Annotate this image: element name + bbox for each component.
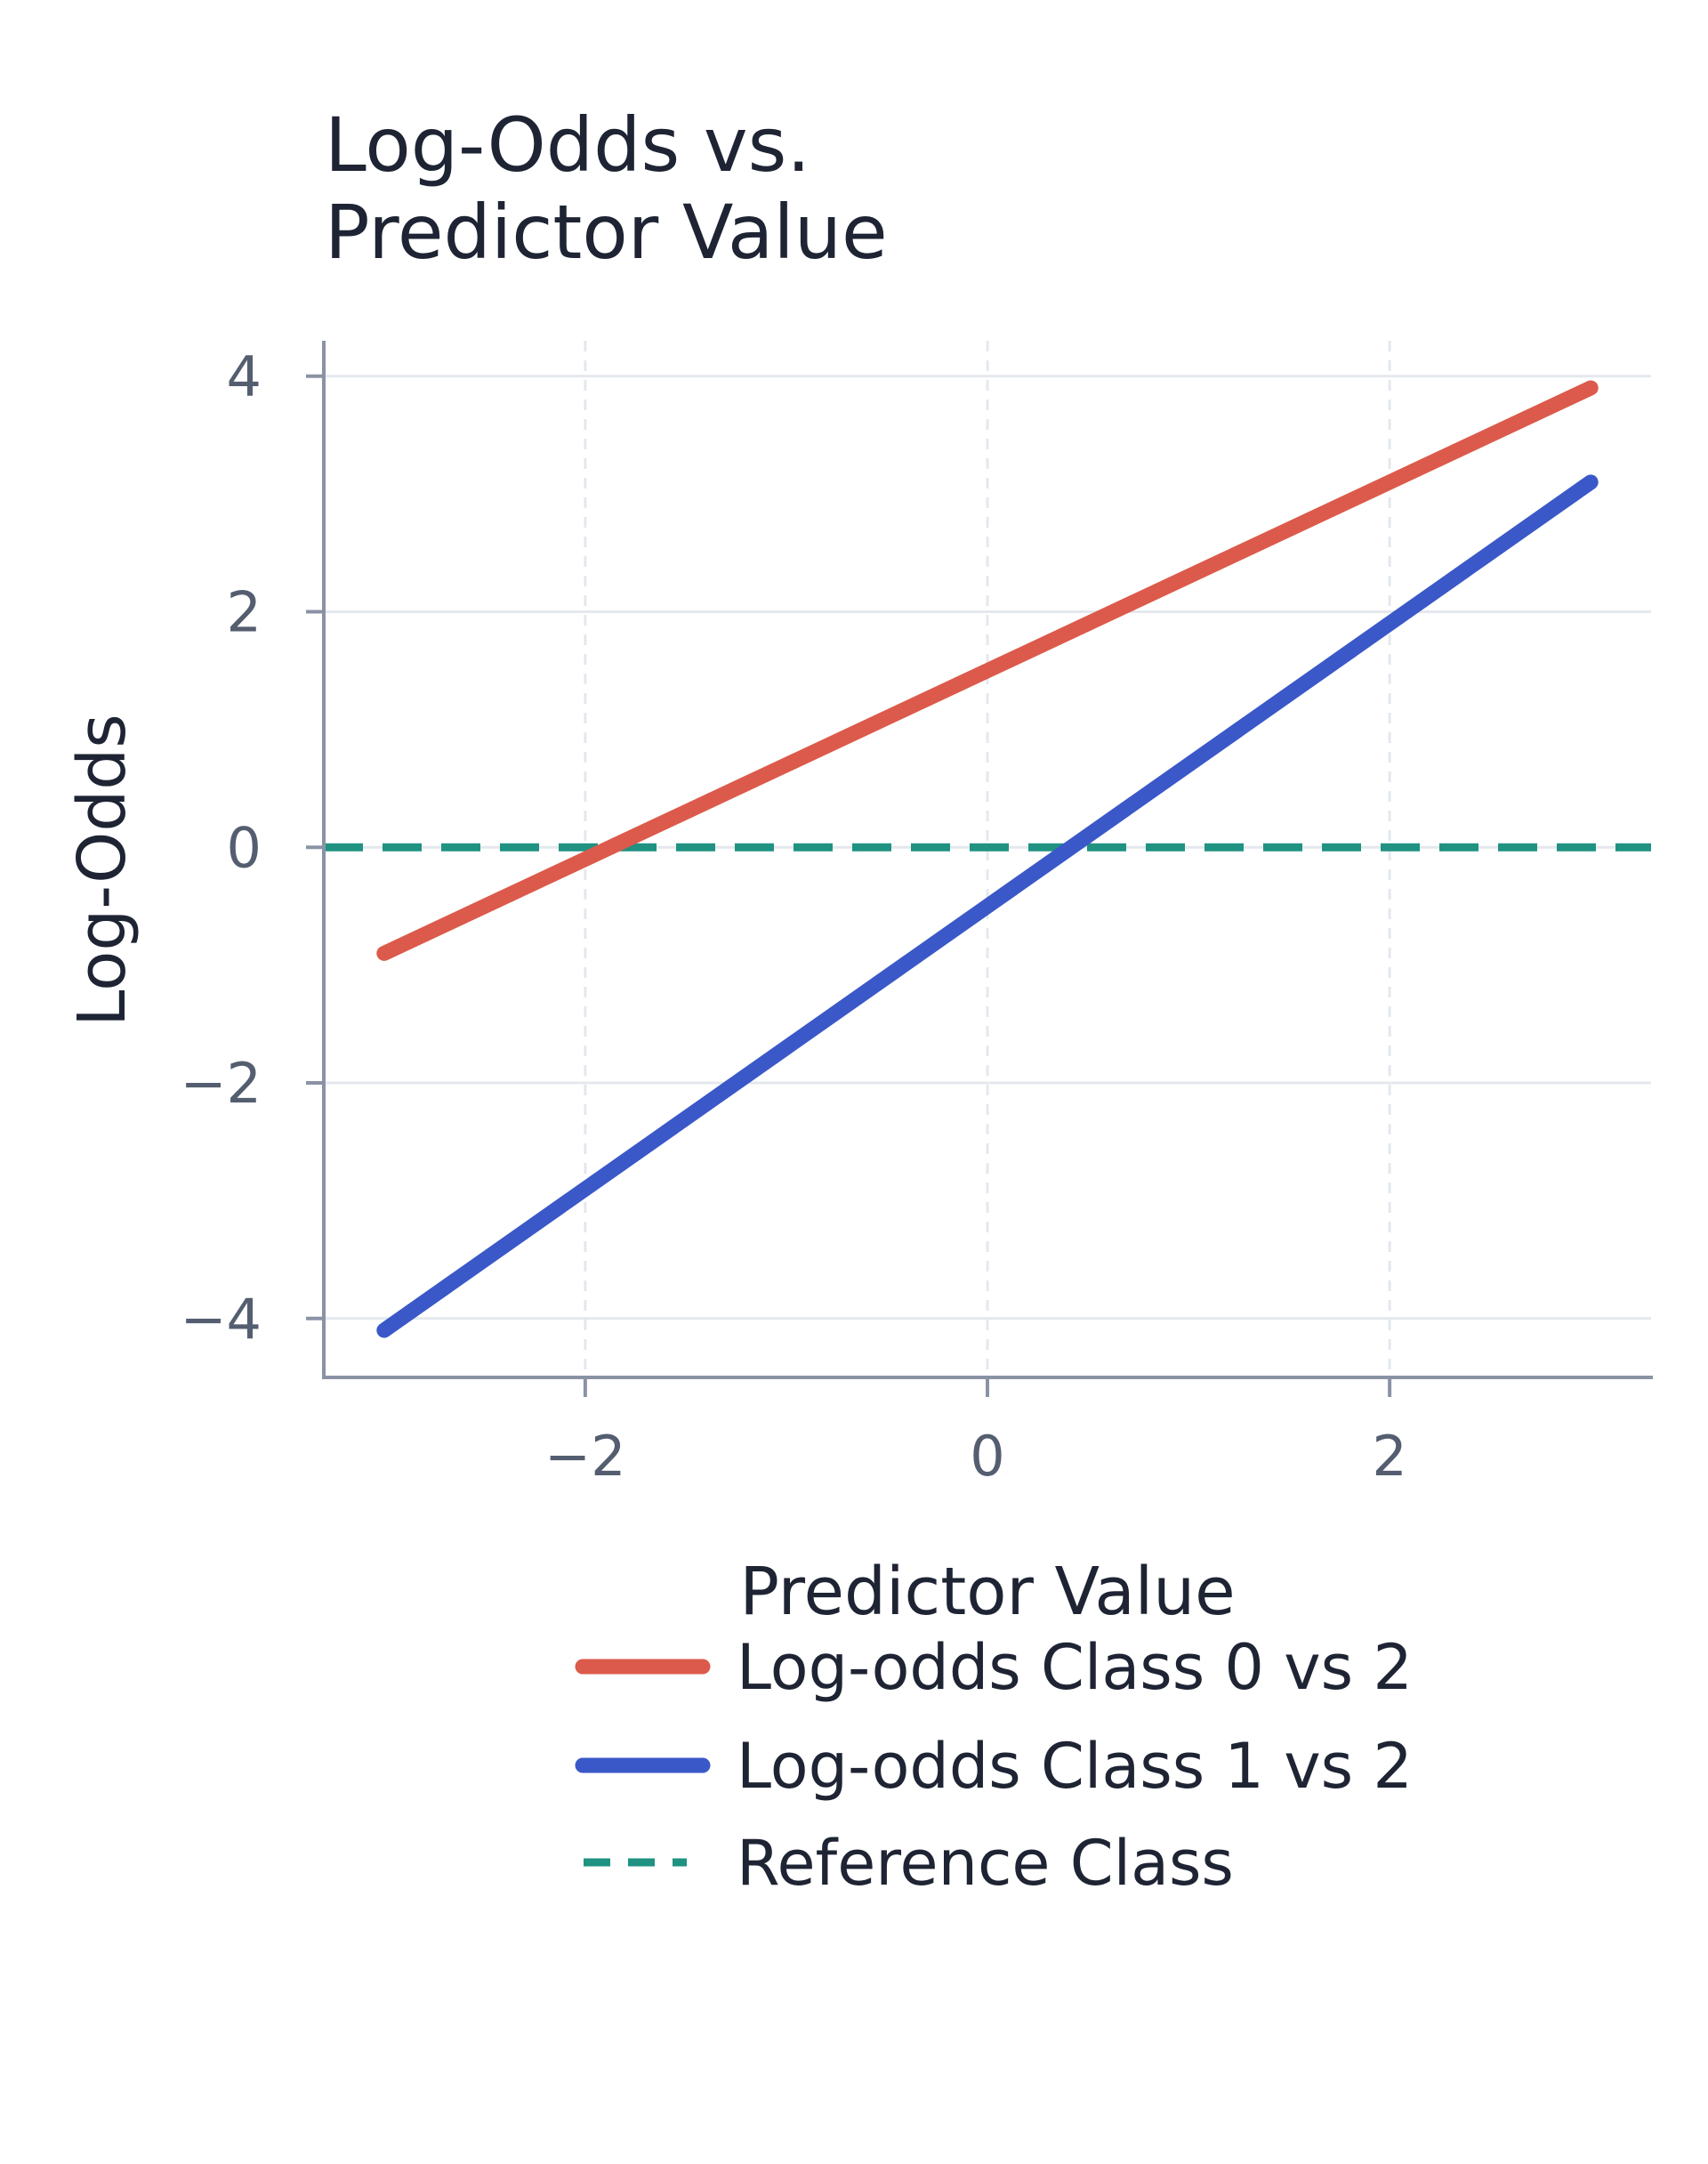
y-tick-label: 4 — [227, 344, 262, 409]
x-axis-title: Predictor Value — [739, 1554, 1235, 1630]
legend-label-0: Log-odds Class 0 vs 2 — [737, 1631, 1413, 1704]
y-tick-label: −2 — [181, 1051, 262, 1116]
y-tick-label: 0 — [227, 815, 262, 880]
x-tick-label: 2 — [1372, 1424, 1406, 1489]
y-axis-title: Log-Odds — [64, 714, 141, 1027]
chart-title-line-2: Predictor Value — [325, 189, 888, 276]
y-tick-label: 2 — [227, 579, 262, 644]
series-line-1 — [376, 474, 1599, 1338]
legend: Log-odds Class 0 vs 2 Log-odds Class 1 vs… — [575, 1631, 1413, 1900]
legend-label-2: Reference Class — [737, 1827, 1234, 1900]
series-line-0 — [376, 380, 1599, 961]
grid — [324, 341, 1651, 1377]
x-tick-label: 0 — [970, 1424, 1004, 1489]
y-tick-label: −4 — [181, 1287, 262, 1352]
series-layer — [324, 380, 1651, 1338]
ticks: −4 −2 0 2 4 −2 0 2 — [181, 344, 1407, 1489]
chart-title-line-1: Log-Odds vs. — [325, 101, 810, 189]
x-tick-label: −2 — [544, 1424, 625, 1489]
legend-label-1: Log-odds Class 1 vs 2 — [737, 1730, 1413, 1803]
